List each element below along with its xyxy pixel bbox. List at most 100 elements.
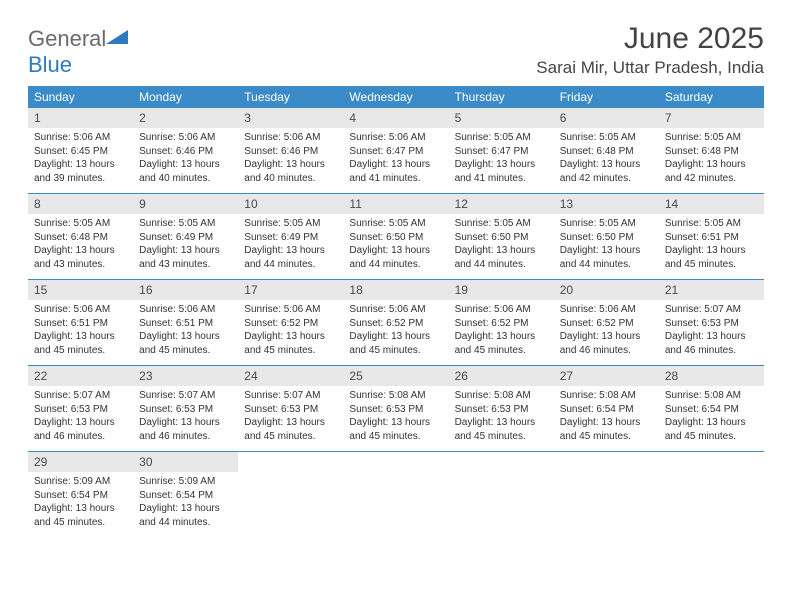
day-number-cell: 19	[449, 280, 554, 300]
sunset-line: Sunset: 6:52 PM	[349, 317, 442, 331]
day-info-cell: Sunrise: 5:08 AMSunset: 6:54 PMDaylight:…	[659, 386, 764, 452]
day-number-cell: 9	[133, 194, 238, 214]
day-info-cell: Sunrise: 5:08 AMSunset: 6:54 PMDaylight:…	[554, 386, 659, 452]
sunrise-line: Sunrise: 5:07 AM	[34, 389, 127, 403]
day-info-cell: Sunrise: 5:06 AMSunset: 6:52 PMDaylight:…	[554, 300, 659, 366]
day-number-cell: 18	[343, 280, 448, 300]
daylight-line: Daylight: 13 hours and 40 minutes.	[244, 158, 337, 185]
sunset-line: Sunset: 6:53 PM	[244, 403, 337, 417]
sunrise-line: Sunrise: 5:05 AM	[665, 131, 758, 145]
day-info-cell: Sunrise: 5:06 AMSunset: 6:51 PMDaylight:…	[133, 300, 238, 366]
daylight-line: Daylight: 13 hours and 44 minutes.	[455, 244, 548, 271]
sunrise-line: Sunrise: 5:06 AM	[139, 131, 232, 145]
day-info-row: Sunrise: 5:09 AMSunset: 6:54 PMDaylight:…	[28, 472, 764, 537]
sunset-line: Sunset: 6:53 PM	[139, 403, 232, 417]
sunrise-line: Sunrise: 5:08 AM	[455, 389, 548, 403]
day-info-row: Sunrise: 5:06 AMSunset: 6:45 PMDaylight:…	[28, 128, 764, 194]
day-number-cell: 17	[238, 280, 343, 300]
sunset-line: Sunset: 6:51 PM	[139, 317, 232, 331]
day-info-cell: Sunrise: 5:05 AMSunset: 6:48 PMDaylight:…	[554, 128, 659, 194]
daylight-line: Daylight: 13 hours and 46 minutes.	[34, 416, 127, 443]
day-info-cell: Sunrise: 5:05 AMSunset: 6:48 PMDaylight:…	[659, 128, 764, 194]
sunrise-line: Sunrise: 5:06 AM	[244, 131, 337, 145]
daylight-line: Daylight: 13 hours and 44 minutes.	[349, 244, 442, 271]
sunrise-line: Sunrise: 5:05 AM	[455, 131, 548, 145]
daylight-line: Daylight: 13 hours and 44 minutes.	[560, 244, 653, 271]
day-number-cell: 27	[554, 366, 659, 386]
day-number-cell	[554, 452, 659, 472]
day-info-cell: Sunrise: 5:08 AMSunset: 6:53 PMDaylight:…	[343, 386, 448, 452]
daylight-line: Daylight: 13 hours and 45 minutes.	[349, 330, 442, 357]
daylight-line: Daylight: 13 hours and 42 minutes.	[665, 158, 758, 185]
daylight-line: Daylight: 13 hours and 39 minutes.	[34, 158, 127, 185]
day-info-cell: Sunrise: 5:07 AMSunset: 6:53 PMDaylight:…	[238, 386, 343, 452]
daylight-line: Daylight: 13 hours and 45 minutes.	[665, 416, 758, 443]
day-number-cell: 28	[659, 366, 764, 386]
sunset-line: Sunset: 6:54 PM	[34, 489, 127, 503]
sunset-line: Sunset: 6:52 PM	[560, 317, 653, 331]
day-number-row: 2930	[28, 452, 764, 472]
day-info-cell: Sunrise: 5:07 AMSunset: 6:53 PMDaylight:…	[28, 386, 133, 452]
day-info-cell: Sunrise: 5:09 AMSunset: 6:54 PMDaylight:…	[133, 472, 238, 537]
daylight-line: Daylight: 13 hours and 45 minutes.	[665, 244, 758, 271]
dow-sunday: Sunday	[28, 86, 133, 108]
day-info-cell	[343, 472, 448, 537]
daylight-line: Daylight: 13 hours and 45 minutes.	[244, 330, 337, 357]
day-info-cell: Sunrise: 5:06 AMSunset: 6:47 PMDaylight:…	[343, 128, 448, 194]
daylight-line: Daylight: 13 hours and 43 minutes.	[34, 244, 127, 271]
sunset-line: Sunset: 6:53 PM	[349, 403, 442, 417]
dow-wednesday: Wednesday	[343, 86, 448, 108]
sunset-line: Sunset: 6:53 PM	[665, 317, 758, 331]
day-number-cell: 8	[28, 194, 133, 214]
sunrise-line: Sunrise: 5:05 AM	[139, 217, 232, 231]
day-number-cell: 4	[343, 108, 448, 128]
day-number-cell: 14	[659, 194, 764, 214]
sunrise-line: Sunrise: 5:08 AM	[560, 389, 653, 403]
day-number-row: 1234567	[28, 108, 764, 128]
sunset-line: Sunset: 6:49 PM	[139, 231, 232, 245]
sunset-line: Sunset: 6:49 PM	[244, 231, 337, 245]
sunrise-line: Sunrise: 5:07 AM	[139, 389, 232, 403]
daylight-line: Daylight: 13 hours and 45 minutes.	[244, 416, 337, 443]
day-info-cell	[659, 472, 764, 537]
location-subtitle: Sarai Mir, Uttar Pradesh, India	[536, 58, 764, 78]
sunrise-line: Sunrise: 5:05 AM	[34, 217, 127, 231]
sunrise-line: Sunrise: 5:05 AM	[244, 217, 337, 231]
day-info-cell: Sunrise: 5:06 AMSunset: 6:51 PMDaylight:…	[28, 300, 133, 366]
title-block: June 2025 Sarai Mir, Uttar Pradesh, Indi…	[536, 22, 764, 78]
day-number-cell: 5	[449, 108, 554, 128]
sunrise-line: Sunrise: 5:05 AM	[560, 217, 653, 231]
sunset-line: Sunset: 6:54 PM	[665, 403, 758, 417]
sunrise-line: Sunrise: 5:07 AM	[665, 303, 758, 317]
sunrise-line: Sunrise: 5:06 AM	[349, 131, 442, 145]
day-info-row: Sunrise: 5:06 AMSunset: 6:51 PMDaylight:…	[28, 300, 764, 366]
dow-tuesday: Tuesday	[238, 86, 343, 108]
sunrise-line: Sunrise: 5:09 AM	[139, 475, 232, 489]
day-number-cell: 23	[133, 366, 238, 386]
day-info-cell: Sunrise: 5:07 AMSunset: 6:53 PMDaylight:…	[659, 300, 764, 366]
sunset-line: Sunset: 6:45 PM	[34, 145, 127, 159]
daylight-line: Daylight: 13 hours and 46 minutes.	[665, 330, 758, 357]
day-info-cell: Sunrise: 5:07 AMSunset: 6:53 PMDaylight:…	[133, 386, 238, 452]
sunrise-line: Sunrise: 5:06 AM	[34, 303, 127, 317]
day-info-cell: Sunrise: 5:05 AMSunset: 6:50 PMDaylight:…	[343, 214, 448, 280]
sunset-line: Sunset: 6:51 PM	[34, 317, 127, 331]
day-number-row: 891011121314	[28, 194, 764, 214]
day-info-cell: Sunrise: 5:05 AMSunset: 6:49 PMDaylight:…	[133, 214, 238, 280]
sunset-line: Sunset: 6:54 PM	[560, 403, 653, 417]
day-number-cell: 20	[554, 280, 659, 300]
brand-text: GeneralBlue	[28, 26, 128, 78]
day-info-cell	[554, 472, 659, 537]
sunset-line: Sunset: 6:52 PM	[455, 317, 548, 331]
brand-general: General	[28, 26, 106, 51]
day-number-cell: 10	[238, 194, 343, 214]
day-number-cell: 16	[133, 280, 238, 300]
daylight-line: Daylight: 13 hours and 42 minutes.	[560, 158, 653, 185]
day-info-cell: Sunrise: 5:06 AMSunset: 6:46 PMDaylight:…	[133, 128, 238, 194]
sunset-line: Sunset: 6:53 PM	[34, 403, 127, 417]
daylight-line: Daylight: 13 hours and 45 minutes.	[34, 330, 127, 357]
sunrise-line: Sunrise: 5:05 AM	[349, 217, 442, 231]
day-info-cell: Sunrise: 5:06 AMSunset: 6:45 PMDaylight:…	[28, 128, 133, 194]
day-number-row: 15161718192021	[28, 280, 764, 300]
sunset-line: Sunset: 6:53 PM	[455, 403, 548, 417]
